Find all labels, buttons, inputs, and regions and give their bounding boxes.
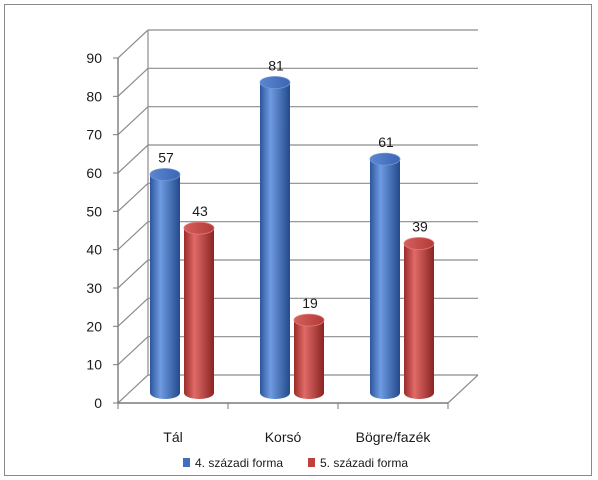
- bar-body: [294, 320, 324, 399]
- bar: [369, 152, 401, 399]
- legend-label: 4. századi forma: [195, 456, 283, 470]
- bar: [149, 168, 181, 399]
- gridline-depth: [117, 144, 149, 174]
- axis-layer: 0 10 20 30 40 50 60 70 80 90: [86, 30, 479, 411]
- y-tick-label: 0: [94, 395, 102, 411]
- bar-top: [149, 168, 181, 181]
- y-tick-label: 10: [86, 357, 102, 373]
- data-label: 61: [378, 134, 394, 150]
- bar-body: [260, 82, 290, 399]
- category-label: Korsó: [265, 429, 302, 445]
- gridline-depth: [117, 106, 149, 136]
- y-tick-label: 50: [86, 203, 102, 219]
- y-tick-label: 30: [86, 280, 102, 296]
- bar: [293, 313, 325, 399]
- bar-body: [370, 159, 400, 399]
- legend-swatch: [308, 458, 315, 467]
- data-label: 39: [412, 219, 428, 235]
- data-label: 19: [302, 295, 318, 311]
- category-label: Tál: [163, 429, 182, 445]
- y-tick-label: 20: [86, 318, 102, 334]
- bar-top: [183, 221, 215, 235]
- bars-layer: [149, 76, 435, 399]
- legend: 4. századi forma 5. századi forma: [183, 456, 408, 470]
- bar-top: [259, 76, 291, 89]
- bar-body: [404, 243, 434, 399]
- legend-label: 5. századi forma: [320, 456, 408, 470]
- category-label: Bögre/fazék: [356, 429, 432, 445]
- gridline-depth: [117, 297, 149, 327]
- data-label: 43: [192, 203, 208, 219]
- y-tick-label: 60: [86, 165, 102, 181]
- bar-body: [184, 228, 214, 399]
- gridline-depth: [117, 336, 149, 366]
- data-label: 81: [268, 58, 284, 74]
- y-tick-label: 70: [86, 127, 102, 143]
- gridline-depth: [117, 29, 149, 59]
- bar: [259, 76, 291, 399]
- bar: [183, 221, 215, 399]
- data-label: 57: [158, 150, 174, 166]
- y-tick-label: 80: [86, 88, 102, 104]
- legend-swatch: [183, 458, 190, 467]
- y-tick-label: 40: [86, 242, 102, 258]
- gridline-depth: [117, 374, 149, 404]
- bar-body: [150, 174, 180, 399]
- bar-top: [403, 237, 435, 250]
- gridline-depth: [117, 67, 149, 97]
- legend-item: 5. századi forma: [308, 456, 408, 470]
- legend-item: 4. századi forma: [183, 456, 283, 470]
- bar-top: [293, 313, 325, 327]
- chart-frame: [4, 4, 592, 476]
- gridline-depth: [117, 182, 149, 212]
- floor-edge: [447, 374, 479, 404]
- gridline-depth: [117, 259, 149, 289]
- bar-top: [369, 152, 401, 166]
- bar: [403, 237, 435, 399]
- labels-layer: 57 43 Tál 81 19 Korsó 61 39 Bögre/fazék: [158, 58, 431, 446]
- gridline-depth: [117, 221, 149, 251]
- y-tick-label: 90: [86, 50, 102, 66]
